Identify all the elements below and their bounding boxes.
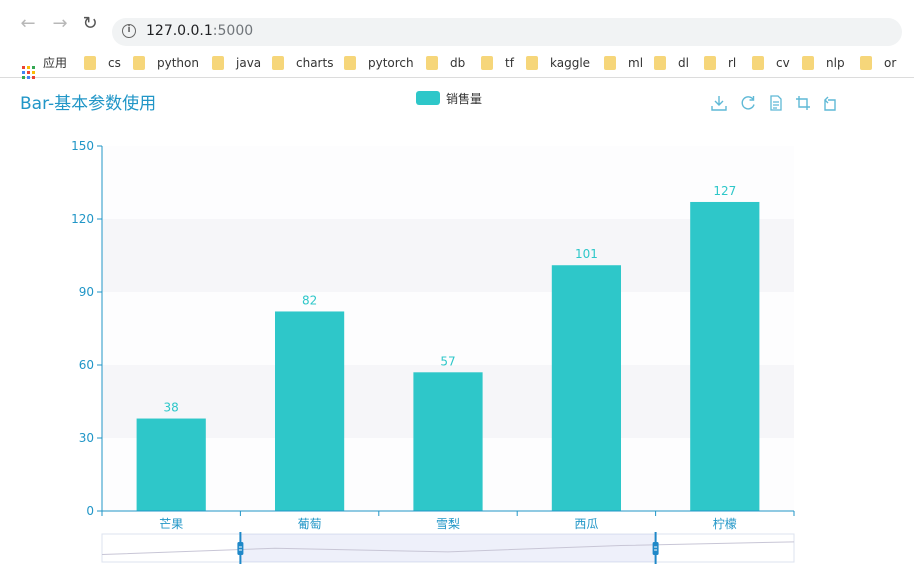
y-tick-label: 120 (71, 212, 94, 226)
bookmark-nlp[interactable]: nlp (802, 54, 845, 72)
bookmark-label: pytorch (368, 56, 414, 70)
reload-icon[interactable]: ↻ (82, 13, 98, 34)
legend-swatch (416, 91, 440, 105)
folder-icon (860, 56, 872, 70)
bookmark-tf[interactable]: tf (481, 54, 514, 72)
address-bar[interactable]: i 127.0.0.1:5000 (112, 18, 902, 46)
datazoom-handle (237, 542, 244, 555)
datazoom-data-shadow (101, 541, 795, 556)
folder-icon (212, 56, 224, 70)
bookmark-label: or (884, 56, 897, 70)
bookmark-label: rl (728, 56, 737, 70)
back-arrow-icon[interactable]: ← (20, 13, 36, 34)
bar (413, 372, 483, 511)
bar (275, 311, 345, 511)
zoom-icon[interactable] (794, 94, 812, 112)
bookmark-label: kaggle (550, 56, 591, 70)
bookmark-dl[interactable]: dl (654, 54, 689, 72)
bookmark-charts[interactable]: charts (272, 54, 333, 72)
bookmark-rl[interactable]: rl (704, 54, 736, 72)
apps-grid-icon (22, 66, 35, 79)
folder-icon (272, 56, 284, 70)
zoom-reset-icon[interactable] (821, 94, 839, 112)
bar-data-label: 82 (302, 293, 317, 307)
bar (551, 265, 621, 511)
address-url: 127.0.0.1:5000 (146, 23, 253, 39)
split-area (102, 292, 794, 365)
folder-icon (133, 56, 145, 70)
site-info-icon[interactable]: i (122, 24, 136, 38)
x-tick-label: 雪梨 (436, 517, 460, 531)
folder-icon (344, 56, 356, 70)
folder-icon (481, 56, 493, 70)
x-tick-label: 芒果 (159, 516, 183, 531)
bar (136, 418, 206, 511)
bookmark-pytorch[interactable]: pytorch (344, 54, 414, 72)
y-tick-label: 150 (71, 139, 94, 153)
bookmark-label: dl (678, 56, 689, 70)
datazoom-selected-range (240, 534, 656, 562)
url-host: 127.0.0.1 (146, 23, 213, 39)
bookmark-cs[interactable]: cs (84, 54, 121, 72)
url-port: :5000 (212, 23, 254, 39)
datazoom-handle (652, 542, 659, 555)
folder-icon (526, 56, 538, 70)
forward-arrow-icon[interactable]: → (52, 13, 68, 34)
bookmark-python[interactable]: python (133, 54, 199, 72)
x-tick-label: 葡萄 (298, 517, 322, 531)
bookmark-label: ml (628, 56, 644, 70)
x-tick-label: 柠檬 (713, 516, 737, 531)
folder-icon (704, 56, 716, 70)
bookmark-label: cv (776, 56, 790, 70)
legend-label: 销售量 (446, 92, 483, 106)
bookmark-label: python (157, 56, 199, 70)
bar-data-label: 38 (164, 401, 179, 415)
y-tick-label: 30 (79, 431, 94, 445)
bookmark-kaggle[interactable]: kaggle (526, 54, 590, 72)
bookmark-label: tf (505, 56, 514, 70)
y-tick-label: 0 (86, 504, 94, 518)
datazoom-track (101, 533, 795, 563)
bookmarks-bar: 应用 cs python java charts pytorch db tf k… (0, 49, 914, 79)
bookmark-label: java (236, 56, 262, 70)
folder-icon (426, 56, 438, 70)
bookmark-label: cs (108, 56, 121, 70)
bookmark-or[interactable]: or (860, 54, 896, 72)
bookmark-label: db (450, 56, 466, 70)
bookmark-apps[interactable]: 应用 (22, 54, 68, 79)
refresh-icon[interactable] (739, 94, 757, 112)
bar (690, 201, 760, 511)
chart-title: Bar-基本参数使用 (20, 94, 157, 114)
folder-icon (802, 56, 814, 70)
bookmark-label: charts (296, 56, 334, 70)
browser-toolbar: ← → ↻ i 127.0.0.1:5000 (0, 0, 914, 48)
download-icon[interactable] (710, 94, 728, 112)
data-view-icon[interactable] (767, 94, 785, 112)
folder-icon (604, 56, 616, 70)
folder-icon (84, 56, 96, 70)
bar-data-label: 101 (575, 247, 598, 261)
bookmark-label: nlp (826, 56, 845, 70)
y-tick-label: 90 (79, 285, 94, 299)
bookmark-cv[interactable]: cv (752, 54, 790, 72)
x-tick-label: 西瓜 (574, 517, 598, 531)
bookmark-db[interactable]: db (426, 54, 465, 72)
folder-icon (752, 56, 764, 70)
bookmark-label: 应用 (43, 56, 68, 70)
bookmark-java[interactable]: java (212, 54, 261, 72)
folder-icon (654, 56, 666, 70)
bookmark-ml[interactable]: ml (604, 54, 643, 72)
bar-data-label: 127 (713, 184, 736, 198)
y-tick-label: 60 (79, 358, 94, 372)
split-area (102, 219, 794, 292)
bar-data-label: 57 (440, 354, 455, 368)
split-area (102, 146, 794, 219)
